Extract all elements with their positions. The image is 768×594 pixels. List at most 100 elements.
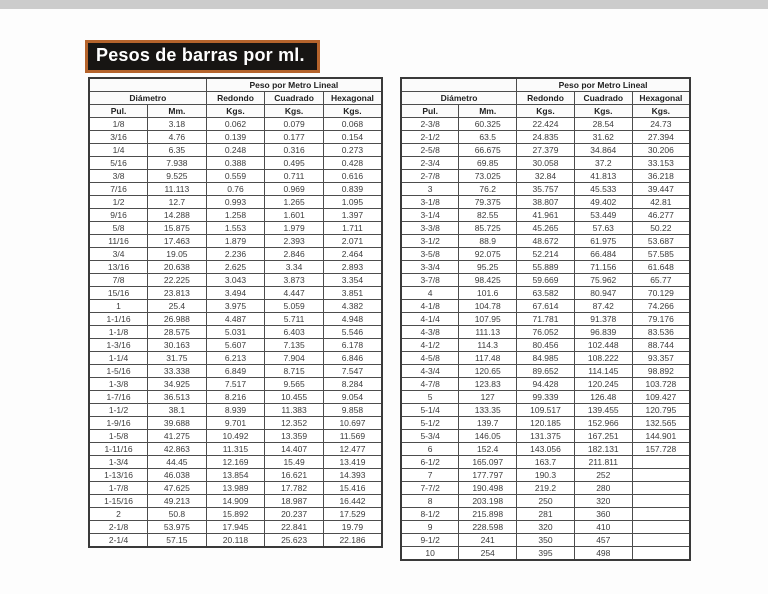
table-cell: 5.607 <box>205 338 266 352</box>
table-cell: 80.947 <box>573 286 633 300</box>
header-round: Redondo <box>205 91 266 105</box>
table-cell: 1-5/16 <box>88 364 149 378</box>
table-cell: 114.3 <box>458 338 518 352</box>
table-cell: 83.536 <box>631 325 691 339</box>
table-cell: 12.352 <box>264 416 324 430</box>
table-cell: 0.993 <box>205 195 266 209</box>
table-cell: 22.424 <box>516 117 575 131</box>
table-row: 5-3/4 146.05 131.375 167.251 144.901 <box>400 429 691 443</box>
table-cell: 4.948 <box>322 312 383 326</box>
table-cell: 108.222 <box>573 351 633 365</box>
table-cell: 32.84 <box>516 169 575 183</box>
table-cell: 241 <box>458 533 518 547</box>
table-cell: 4-7/8 <box>400 377 460 391</box>
table-cell: 126.48 <box>573 390 633 404</box>
table-cell: 42.863 <box>147 442 207 456</box>
table-cell: 7.547 <box>322 364 383 378</box>
table-cell: 50.22 <box>631 221 691 235</box>
table-cell: 3-3/4 <box>400 260 460 274</box>
table-cell: 1.553 <box>205 221 266 235</box>
table-cell: 1/2 <box>88 195 149 209</box>
header-square: Cuadrado <box>264 91 324 105</box>
table-cell: 2.236 <box>205 247 266 261</box>
table-row: 3-3/8 85.725 45.265 57.63 50.22 <box>400 221 691 235</box>
table-cell: 9-1/2 <box>400 533 460 547</box>
table-row: 4-1/8 104.78 67.614 87.42 74.266 <box>400 299 691 313</box>
table-cell: 57.63 <box>573 221 633 235</box>
table-cell: 1/4 <box>88 143 149 157</box>
table-cell: 103.728 <box>631 377 691 391</box>
table-cell: 18.987 <box>264 494 324 508</box>
table-row: 9-1/2 241 350 457 <box>400 533 691 547</box>
table-cell: 19.05 <box>147 247 207 261</box>
table-cell: 30.058 <box>516 156 575 170</box>
table-cell: 395 <box>516 546 575 561</box>
table-row: 7/8 22.225 3.043 3.873 3.354 <box>88 273 383 287</box>
header-group-title: Peso por Metro Lineal <box>205 77 383 92</box>
table-cell: 3.851 <box>322 286 383 300</box>
table-row: 1-1/2 38.1 8.939 11.383 9.858 <box>88 403 383 417</box>
table-cell: 93.357 <box>631 351 691 365</box>
table-cell: 46.038 <box>147 468 207 482</box>
table-cell: 6-1/2 <box>400 455 460 469</box>
table-cell: 0.969 <box>264 182 324 196</box>
table-cell: 36.218 <box>631 169 691 183</box>
table-cell: 50.8 <box>147 507 207 521</box>
table-cell: 60.325 <box>458 117 518 131</box>
table-cell: 1-3/8 <box>88 377 149 391</box>
table-row: 4-3/4 120.65 89.652 114.145 98.892 <box>400 364 691 378</box>
weights-table-right: Peso por Metro Lineal Diámetro Redondo C… <box>400 77 691 561</box>
table-cell: 6 <box>400 442 460 456</box>
table-cell: 1-1/4 <box>88 351 149 365</box>
table-cell: 228.598 <box>458 520 518 534</box>
table-row: 13/16 20.638 2.625 3.34 2.893 <box>88 260 383 274</box>
table-cell: 0.559 <box>205 169 266 183</box>
table-cell: 1-7/8 <box>88 481 149 495</box>
table-cell: 0.76 <box>205 182 266 196</box>
header-row-units: Pul. Mm. Kgs. Kgs. Kgs. <box>400 104 691 118</box>
table-cell: 127 <box>458 390 518 404</box>
table-cell: 1.095 <box>322 195 383 209</box>
table-cell: 7/8 <box>88 273 149 287</box>
table-cell: 2-5/8 <box>400 143 460 157</box>
header-row-shapes: Diámetro Redondo Cuadrado Hexagonal <box>88 91 383 105</box>
table-cell: 10.455 <box>264 390 324 404</box>
table-cell: 4-1/4 <box>400 312 460 326</box>
table-cell: 8.284 <box>322 377 383 391</box>
table-cell: 1-1/2 <box>88 403 149 417</box>
table-cell: 2.464 <box>322 247 383 261</box>
table-cell: 95.25 <box>458 260 518 274</box>
table-cell: 28.54 <box>573 117 633 131</box>
table-cell: 9.525 <box>147 169 207 183</box>
table-cell: 123.83 <box>458 377 518 391</box>
header-round: Redondo <box>516 91 575 105</box>
table-cell: 13.989 <box>205 481 266 495</box>
table-cell: 1-7/16 <box>88 390 149 404</box>
table-cell: 3.354 <box>322 273 383 287</box>
table-row: 3/4 19.05 2.236 2.846 2.464 <box>88 247 383 261</box>
table-row: 3-1/2 88.9 48.672 61.975 53.687 <box>400 234 691 248</box>
table-cell: 4-1/8 <box>400 299 460 313</box>
table-cell: 45.265 <box>516 221 575 235</box>
header-group-title: Peso por Metro Lineal <box>516 77 691 92</box>
table-cell: 41.275 <box>147 429 207 443</box>
table-cell: 20.237 <box>264 507 324 521</box>
table-cell: 74.266 <box>631 299 691 313</box>
table-cell: 1/8 <box>88 117 149 131</box>
table-cell: 7.517 <box>205 377 266 391</box>
table-cell: 1-9/16 <box>88 416 149 430</box>
table-cell: 63.582 <box>516 286 575 300</box>
table-cell: 3/16 <box>88 130 149 144</box>
table-cell: 410 <box>573 520 633 534</box>
table-cell: 320 <box>573 494 633 508</box>
table-cell: 1.711 <box>322 221 383 235</box>
table-cell: 350 <box>516 533 575 547</box>
table-cell: 41.813 <box>573 169 633 183</box>
table-row: 3-7/8 98.425 59.669 75.962 65.77 <box>400 273 691 287</box>
table-cell: 2.893 <box>322 260 383 274</box>
table-row: 2-7/8 73.025 32.84 41.813 36.218 <box>400 169 691 183</box>
table-cell: 4.447 <box>264 286 324 300</box>
table-cell: 4 <box>400 286 460 300</box>
header-square: Cuadrado <box>573 91 633 105</box>
table-cell: 59.669 <box>516 273 575 287</box>
